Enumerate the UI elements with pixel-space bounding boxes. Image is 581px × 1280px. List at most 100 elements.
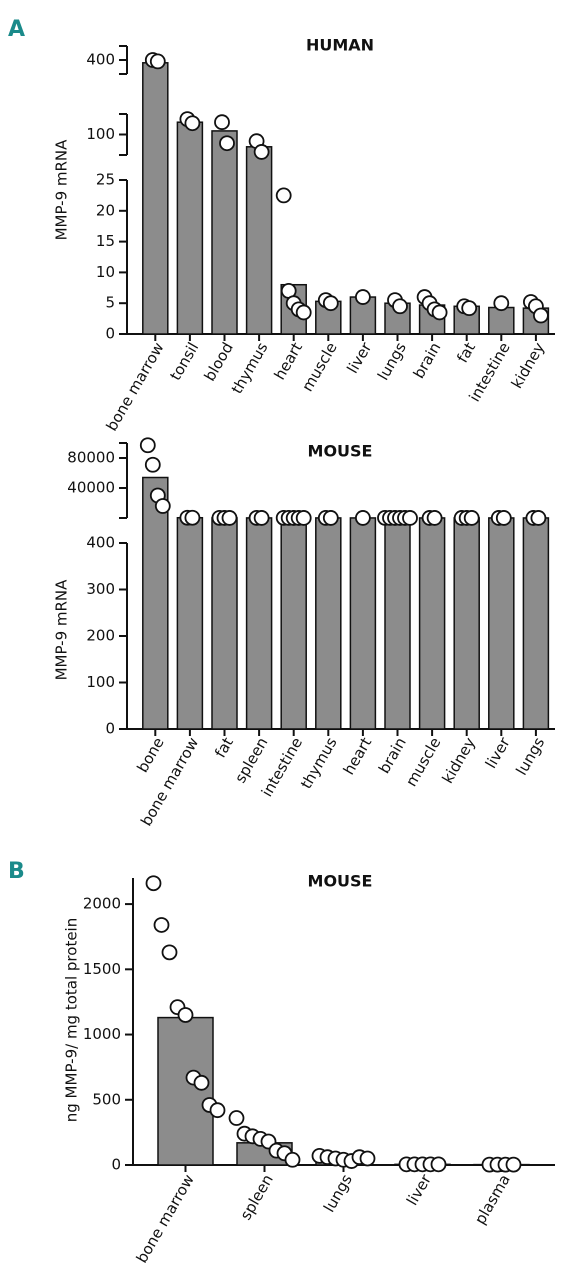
data-point — [493, 295, 510, 312]
y-tick-label: 1000 — [83, 1025, 121, 1043]
data-point — [392, 298, 408, 315]
data-point — [505, 1156, 522, 1173]
data-point — [322, 510, 339, 526]
bar — [245, 146, 273, 335]
x-tick-label: fat — [211, 734, 237, 761]
bar — [211, 517, 238, 730]
data-point — [284, 1151, 301, 1168]
data-point — [219, 135, 235, 152]
data-point — [144, 456, 161, 473]
data-point — [295, 510, 312, 526]
y-tick-label: 200 — [86, 627, 115, 645]
x-tick-label: liver — [403, 1171, 435, 1209]
data-point — [221, 510, 238, 526]
x-tick-label: heart — [270, 339, 306, 383]
x-tick-label: heart — [340, 734, 376, 778]
data-point — [253, 144, 270, 160]
data-point — [193, 1074, 210, 1091]
x-tick-label: tonsil — [166, 339, 202, 383]
x-tick-label: brain — [410, 339, 445, 381]
x-tick-label: liver — [343, 339, 375, 377]
x-tick-label: lungs — [374, 339, 410, 383]
panel-label: A — [8, 17, 25, 42]
bar — [142, 476, 169, 730]
data-point — [184, 115, 201, 132]
panel-label: B — [8, 859, 25, 884]
y-tick-label: 300 — [86, 580, 115, 598]
y-tick-label: 100 — [86, 673, 115, 691]
y-tick-label: 400 — [86, 534, 115, 552]
y-tick-label: 5 — [105, 294, 115, 312]
y-axis-label: MMP-9 mRNA — [53, 579, 71, 681]
data-point — [426, 510, 443, 526]
x-tick-label: kidney — [438, 734, 479, 786]
y-tick-label: 20 — [96, 201, 115, 219]
data-point — [530, 510, 547, 526]
data-point — [214, 114, 230, 131]
data-point — [145, 875, 162, 892]
bar — [176, 516, 204, 730]
bar — [488, 306, 515, 335]
bar — [176, 121, 204, 335]
x-tick-label: blood — [200, 339, 236, 384]
x-tick-label: brain — [375, 734, 410, 776]
data-point — [533, 307, 549, 324]
x-tick-label: bone — [133, 734, 167, 775]
x-tick-label: plasma — [471, 1171, 514, 1227]
y-tick-label: 0 — [105, 325, 115, 343]
data-point — [431, 304, 448, 321]
data-point — [354, 510, 371, 526]
data-point — [139, 437, 156, 454]
data-point — [209, 1102, 226, 1119]
data-point — [322, 295, 339, 312]
y-axis-label: MMP-9 mRNA — [53, 139, 71, 241]
bar — [315, 517, 342, 730]
y-tick-label: 400 — [86, 51, 115, 69]
y-tick-label: 15 — [96, 232, 115, 250]
data-point — [184, 509, 201, 526]
x-tick-label: spleen — [237, 1171, 277, 1223]
data-point — [463, 510, 480, 526]
x-tick-label: bone marrow — [102, 339, 167, 434]
chart-title: MOUSE — [308, 442, 373, 461]
bar — [280, 517, 307, 730]
bar — [142, 62, 169, 335]
data-point — [228, 1110, 245, 1126]
chart-title: MOUSE — [308, 872, 373, 891]
y-tick-label: 10 — [96, 263, 115, 281]
bar — [211, 130, 238, 335]
y-tick-label: 100 — [86, 125, 115, 143]
data-point — [461, 300, 478, 317]
data-point — [177, 1007, 194, 1023]
data-point — [275, 187, 292, 204]
y-tick-label: 25 — [96, 171, 115, 189]
data-point — [359, 1150, 376, 1167]
data-point — [295, 304, 312, 321]
x-tick-label: bone marrow — [133, 1171, 198, 1266]
x-tick-label: lungs — [512, 734, 548, 778]
x-tick-label: kidney — [508, 339, 549, 391]
data-point — [153, 917, 170, 933]
bar — [453, 517, 480, 730]
y-tick-label: 80000 — [67, 449, 115, 467]
data-point — [354, 289, 371, 305]
bar — [418, 517, 446, 730]
data-point — [161, 944, 178, 961]
data-point — [149, 53, 166, 70]
bar — [522, 517, 550, 730]
data-point — [402, 510, 418, 526]
x-tick-label: fat — [453, 339, 479, 366]
y-tick-label: 2000 — [83, 895, 121, 913]
bar — [245, 517, 273, 730]
y-tick-label: 0 — [105, 720, 115, 738]
bar — [157, 1016, 214, 1166]
bar — [349, 517, 377, 730]
y-tick-label: 40000 — [67, 479, 115, 497]
x-tick-label: lungs — [320, 1171, 356, 1215]
y-tick-label: 0 — [111, 1156, 121, 1174]
data-point — [495, 510, 512, 526]
y-axis-label: ng MMP-9/ mg total protein — [63, 918, 81, 1122]
x-tick-label: liver — [482, 734, 514, 772]
data-point — [253, 510, 270, 526]
